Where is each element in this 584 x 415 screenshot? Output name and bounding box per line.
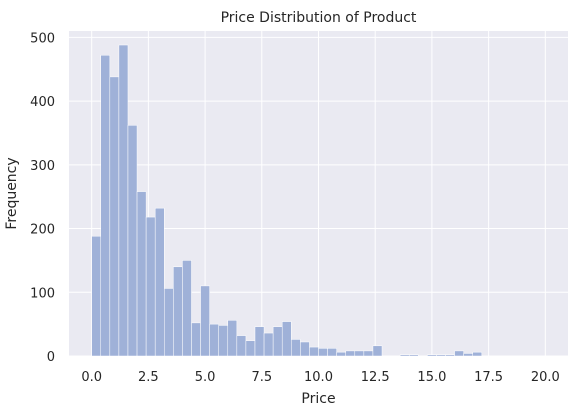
histogram-bar [463, 353, 473, 357]
x-tick-label: 12.5 [361, 370, 390, 385]
y-tick-label: 400 [30, 95, 55, 110]
histogram-bar [472, 351, 483, 357]
histogram-bar [454, 350, 464, 357]
x-tick-labels: 0.0 2.5 5.0 7.5 10.0 12.5 15.0 17.5 20.0 [81, 370, 559, 385]
histogram-bar [245, 340, 256, 357]
histogram-bar [136, 191, 147, 357]
histogram-bar [363, 350, 374, 357]
histogram-bar [445, 354, 455, 357]
histogram-bar [254, 326, 265, 357]
histogram-bar [399, 354, 410, 357]
histogram-bar [100, 54, 111, 357]
histogram-bar [91, 235, 102, 357]
histogram-bar [427, 354, 437, 357]
histogram-bar [182, 260, 192, 357]
histogram-bar [145, 216, 156, 357]
y-tick-label: 100 [30, 286, 55, 301]
y-tick-label: 300 [30, 159, 55, 174]
x-tick-label: 5.0 [195, 370, 216, 385]
histogram-bar [118, 44, 129, 357]
histogram-bar [372, 345, 383, 357]
histogram-bar [263, 332, 274, 357]
histogram-bar [436, 354, 446, 357]
x-tick-label: 0.0 [81, 370, 102, 385]
histogram-bar [236, 335, 247, 357]
y-tick-label: 200 [30, 223, 55, 238]
histogram-bar [200, 285, 210, 357]
histogram-bar [291, 339, 301, 357]
histogram-bar [354, 350, 365, 357]
chart-title: Price Distribution of Product [221, 10, 417, 26]
y-tick-labels: 0 100 200 300 400 500 [30, 31, 55, 365]
x-tick-label: 10.0 [304, 370, 333, 385]
x-axis-label: Price [301, 391, 335, 407]
histogram-bar [154, 207, 165, 357]
histogram-bar [127, 125, 138, 357]
x-tick-label: 7.5 [251, 370, 272, 385]
histogram-bar [272, 326, 283, 357]
histogram-bar [218, 325, 229, 357]
histogram-bar [281, 321, 292, 357]
histogram-bar [227, 320, 238, 357]
histogram-bar [318, 348, 328, 357]
x-tick-label: 15.0 [417, 370, 446, 385]
histogram-bar [309, 346, 319, 357]
histogram-bar [164, 288, 174, 357]
y-axis-label: Frequency [4, 157, 20, 229]
histogram-bar [345, 350, 356, 357]
y-tick-label: 0 [47, 350, 55, 365]
histogram-bars [91, 44, 483, 357]
histogram-bar [209, 323, 219, 357]
x-tick-label: 20.0 [531, 370, 560, 385]
histogram-bar [191, 322, 201, 357]
histogram-bar [336, 351, 346, 357]
histogram-bar [109, 76, 120, 357]
histogram-bar [408, 354, 419, 357]
x-tick-label: 2.5 [138, 370, 159, 385]
histogram-bar [327, 348, 337, 357]
histogram-bar [300, 341, 310, 357]
x-tick-label: 17.5 [474, 370, 503, 385]
histogram-bar [173, 266, 183, 357]
y-tick-label: 500 [30, 31, 55, 46]
